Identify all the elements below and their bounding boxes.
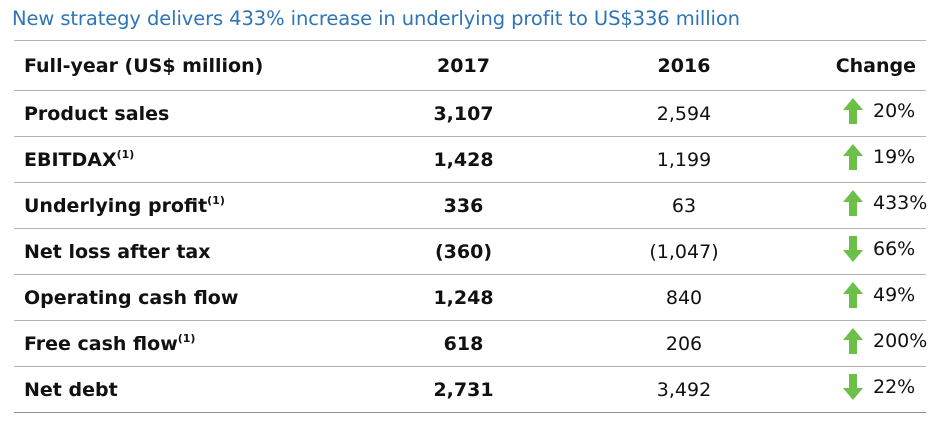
value-2017: 3,107 [376, 90, 586, 137]
arrow-up-icon [842, 281, 864, 309]
arrow-up-icon [842, 143, 864, 171]
arrow-up-icon [842, 327, 864, 355]
change-value: 19% [873, 146, 916, 168]
change-value: 200% [873, 330, 928, 352]
row-label: Product sales [14, 90, 376, 137]
row-label-text: Net debt [24, 378, 118, 401]
value-2016: 1,199 [586, 136, 782, 183]
change-cell: 49% [782, 274, 926, 321]
row-label: Net loss after tax [14, 228, 376, 275]
table-row: EBITDAX(1) 1,428 1,199 19% [14, 136, 926, 183]
row-label-text: Free cash flow [24, 332, 178, 355]
header-2017: 2017 [376, 40, 586, 91]
row-label: EBITDAX(1) [14, 136, 376, 183]
change-cell: 66% [782, 228, 926, 275]
change-value: 49% [873, 284, 916, 306]
arrow-down-icon [842, 373, 864, 401]
value-2017: 336 [376, 182, 586, 229]
change-value: 20% [873, 100, 916, 122]
arrow-up-icon [842, 97, 864, 125]
value-2017: 1,428 [376, 136, 586, 183]
table-row: Operating cash flow 1,248 840 49% [14, 274, 926, 321]
footnote-marker: (1) [207, 193, 225, 207]
table-row: Product sales 3,107 2,594 20% [14, 90, 926, 137]
value-2016: 840 [586, 274, 782, 321]
row-label: Underlying profit(1) [14, 182, 376, 229]
page-title: New strategy delivers 433% increase in u… [12, 7, 740, 30]
row-label: Operating cash flow [14, 274, 376, 321]
arrow-down-icon [842, 235, 864, 263]
row-label: Net debt [14, 366, 376, 413]
financial-summary-table: Full-year (US$ million) 2017 2016 Change… [14, 40, 928, 413]
value-2017: 1,248 [376, 274, 586, 321]
change-value: 66% [873, 238, 916, 260]
arrow-up-icon [842, 189, 864, 217]
value-2016: 2,594 [586, 90, 782, 137]
footnote-marker: (1) [116, 147, 135, 161]
value-2017: 618 [376, 320, 586, 367]
value-2016: (1,047) [586, 228, 782, 275]
value-2017: (360) [376, 228, 586, 275]
row-label-text: Underlying profit [24, 194, 208, 217]
table-row: Free cash flow(1) 618 206 200% [14, 320, 928, 367]
footnote-marker: (1) [177, 331, 196, 345]
row-label-text: Product sales [24, 102, 170, 125]
table-row: Net debt 2,731 3,492 22% [14, 366, 926, 413]
table-row: Net loss after tax (360) (1,047) 66% [14, 228, 926, 275]
value-2017: 2,731 [376, 366, 586, 413]
row-label-text: Operating cash flow [24, 286, 239, 309]
value-2016: 206 [586, 320, 782, 367]
change-value: 22% [873, 376, 916, 398]
change-cell: 19% [782, 136, 926, 183]
change-cell: 20% [782, 90, 926, 137]
table-header-row: Full-year (US$ million) 2017 2016 Change [14, 40, 926, 91]
row-label: Free cash flow(1) [14, 320, 376, 367]
value-2016: 63 [586, 182, 782, 229]
change-value: 433% [873, 192, 928, 214]
header-change: Change [782, 40, 926, 91]
change-cell: 200% [782, 320, 928, 367]
table-row: Underlying profit(1) 336 63 433% [14, 182, 928, 229]
change-cell: 433% [782, 182, 928, 229]
header-2016: 2016 [586, 40, 782, 91]
header-label: Full-year (US$ million) [14, 40, 376, 91]
row-label-text: EBITDAX [24, 148, 117, 171]
row-label-text: Net loss after tax [24, 240, 211, 263]
value-2016: 3,492 [586, 366, 782, 413]
change-cell: 22% [782, 366, 926, 413]
